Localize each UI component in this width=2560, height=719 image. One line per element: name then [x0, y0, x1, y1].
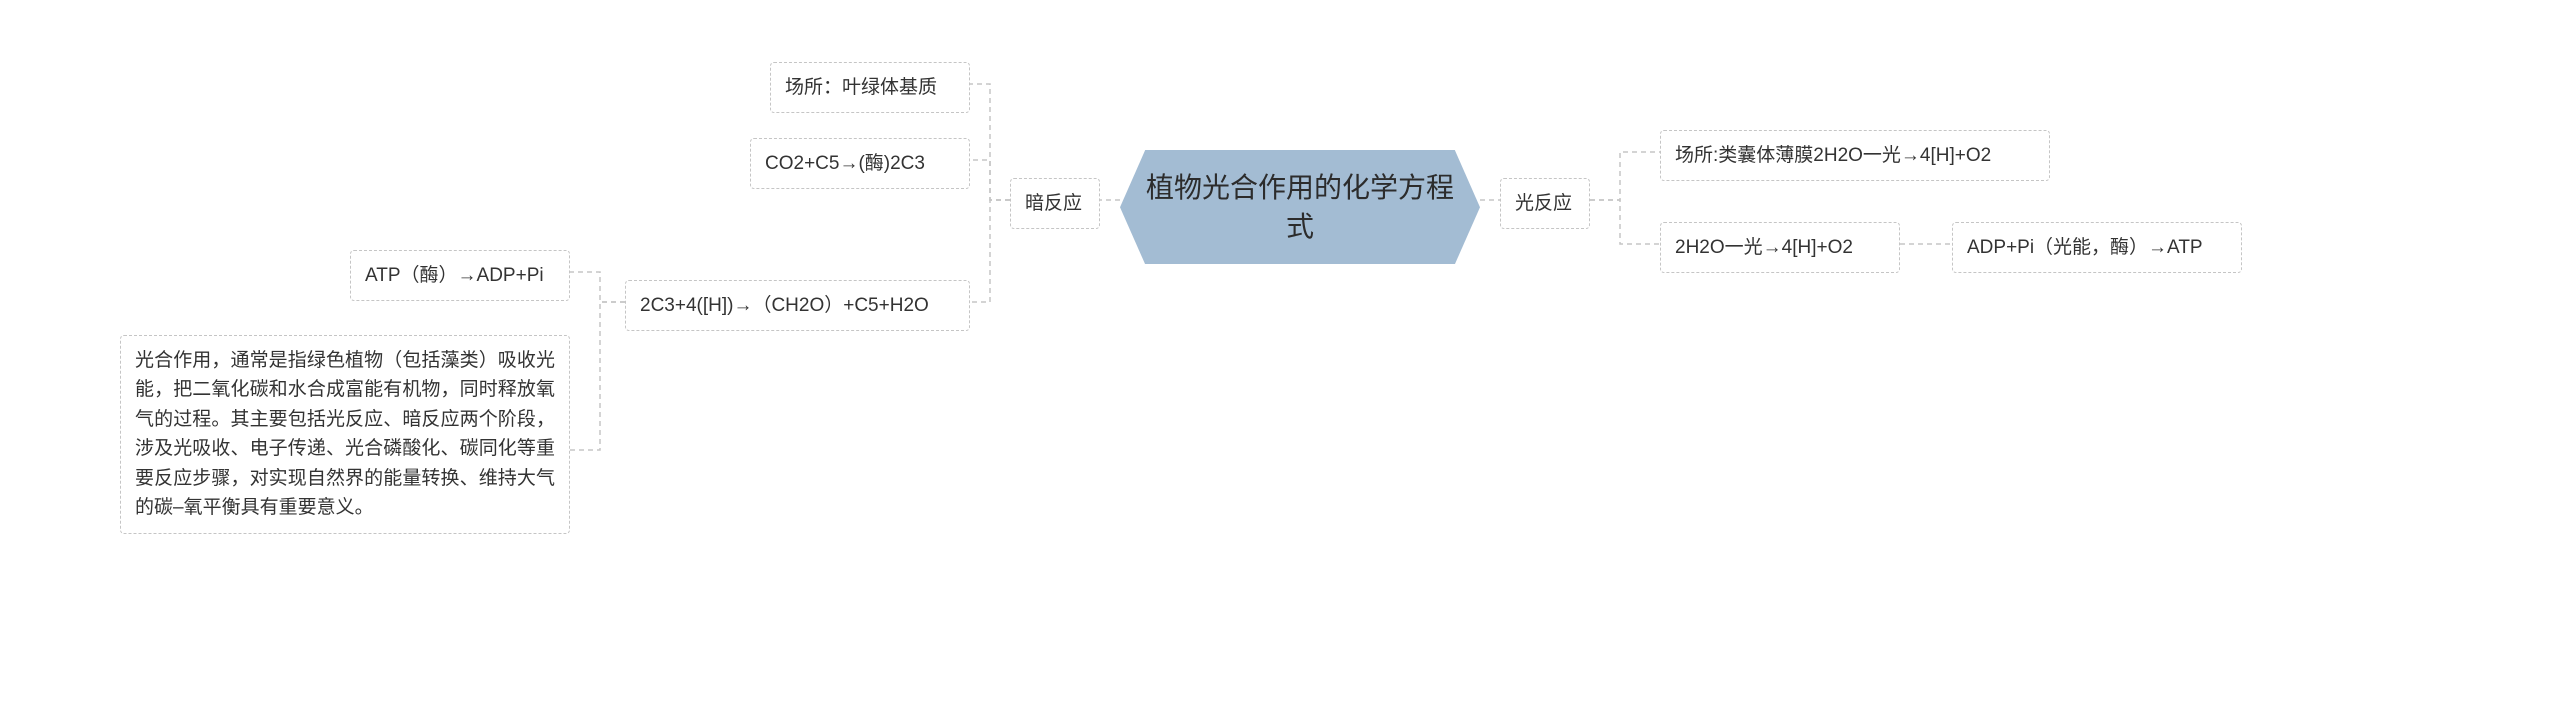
root-text: 植物光合作用的化学方程式 — [1146, 172, 1454, 242]
dark-node-3b-text: 光合作用，通常是指绿色植物（包括藻类）吸收光能，把二氧化碳和水合成富能有机物，同… — [135, 350, 555, 518]
dark-node-2-text: CO2+C5→(酶)2C3 — [765, 153, 925, 174]
dark-node-3: 2C3+4([H])→（CH2O）+C5+H2O — [625, 280, 970, 331]
dark-node-3a-text: ATP（酶）→ADP+Pi — [365, 265, 544, 286]
dark-node-3a: ATP（酶）→ADP+Pi — [350, 250, 570, 301]
dark-node-3b: 光合作用，通常是指绿色植物（包括藻类）吸收光能，把二氧化碳和水合成富能有机物，同… — [120, 335, 570, 534]
left-branch-label: 暗反应 — [1010, 178, 1100, 229]
light-node-1-text: 场所:类囊体薄膜2H2O一光→4[H]+O2 — [1675, 145, 1991, 166]
right-branch-label: 光反应 — [1500, 178, 1590, 229]
light-node-2a: ADP+Pi（光能，酶）→ATP — [1952, 222, 2242, 273]
dark-node-2: CO2+C5→(酶)2C3 — [750, 138, 970, 189]
left-branch-text: 暗反应 — [1025, 193, 1082, 214]
right-branch-text: 光反应 — [1515, 193, 1572, 214]
light-node-2: 2H2O一光→4[H]+O2 — [1660, 222, 1900, 273]
light-node-1: 场所:类囊体薄膜2H2O一光→4[H]+O2 — [1660, 130, 2050, 181]
light-node-2-text: 2H2O一光→4[H]+O2 — [1675, 237, 1853, 258]
root-node: 植物光合作用的化学方程式 — [1120, 150, 1480, 264]
light-node-2a-text: ADP+Pi（光能，酶）→ATP — [1967, 237, 2203, 258]
dark-node-3-text: 2C3+4([H])→（CH2O）+C5+H2O — [640, 295, 929, 316]
dark-node-1: 场所：叶绿体基质 — [770, 62, 970, 113]
dark-node-1-text: 场所：叶绿体基质 — [785, 77, 937, 98]
